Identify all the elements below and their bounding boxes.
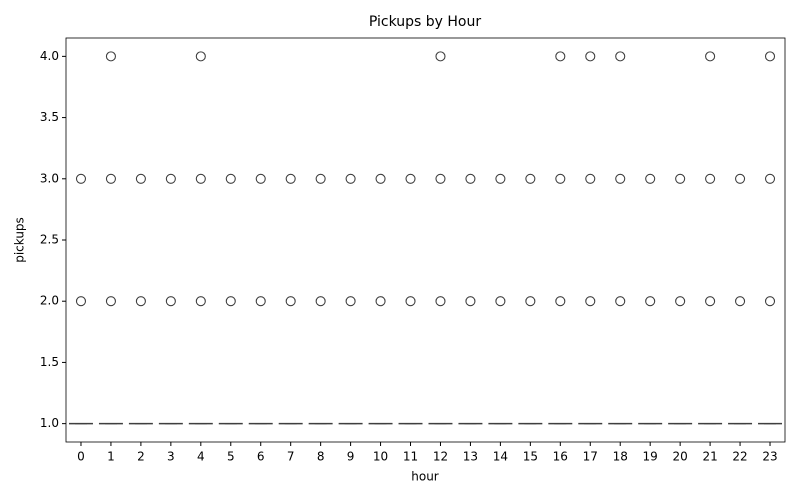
outlier <box>555 173 566 184</box>
x-tick-label: 3 <box>167 450 175 464</box>
x-tick-label: 7 <box>287 450 295 464</box>
outlier <box>705 173 716 184</box>
y-axis-label: pickups <box>13 217 27 263</box>
outlier <box>315 296 326 307</box>
outlier <box>345 173 356 184</box>
outlier <box>195 296 206 307</box>
x-tick-label: 23 <box>762 450 777 464</box>
outlier <box>195 51 206 62</box>
y-tick-label: 3.0 <box>40 171 59 185</box>
outlier <box>405 296 416 307</box>
outlier <box>495 296 506 307</box>
outlier <box>435 51 446 62</box>
outlier <box>615 51 626 62</box>
y-tick-label: 1.5 <box>40 355 59 369</box>
outlier <box>375 173 386 184</box>
outlier <box>345 296 356 307</box>
outlier <box>555 51 566 62</box>
outlier <box>75 296 87 307</box>
chart-title: Pickups by Hour <box>369 14 481 30</box>
outlier <box>255 173 266 184</box>
x-tick-label: 13 <box>463 450 478 464</box>
outlier <box>735 296 746 307</box>
outlier <box>705 296 716 307</box>
outlier <box>105 173 116 184</box>
outlier <box>105 296 116 307</box>
x-tick-label: 4 <box>197 450 205 464</box>
x-tick-label: 22 <box>732 450 747 464</box>
outlier <box>255 296 266 307</box>
x-tick-label: 19 <box>643 450 658 464</box>
outlier <box>615 296 626 307</box>
outlier <box>285 173 296 184</box>
outlier <box>585 296 596 307</box>
x-tick-label: 12 <box>433 450 448 464</box>
outlier <box>495 173 506 184</box>
x-tick-label: 5 <box>227 450 235 464</box>
outlier <box>705 51 716 62</box>
outlier <box>525 296 536 307</box>
x-tick-label: 9 <box>347 450 355 464</box>
x-tick-label: 16 <box>553 450 568 464</box>
x-tick-label: 20 <box>673 450 688 464</box>
outlier <box>465 173 476 184</box>
x-tick-label: 11 <box>403 450 418 464</box>
outlier <box>585 51 596 62</box>
x-tick-label: 8 <box>317 450 325 464</box>
outlier <box>764 296 776 307</box>
outlier <box>195 173 206 184</box>
outlier <box>675 296 686 307</box>
outlier <box>555 296 566 307</box>
x-tick-label: 15 <box>523 450 538 464</box>
outlier <box>645 173 656 184</box>
outlier <box>435 296 446 307</box>
outlier <box>165 173 176 184</box>
outlier <box>675 173 686 184</box>
y-tick-label: 2.5 <box>40 233 59 247</box>
outlier <box>75 173 87 184</box>
outlier <box>405 173 416 184</box>
y-tick-label: 3.5 <box>40 110 59 124</box>
outlier <box>645 296 656 307</box>
x-tick-label: 6 <box>257 450 265 464</box>
x-tick-label: 14 <box>493 450 508 464</box>
outlier <box>465 296 476 307</box>
x-tick-label: 10 <box>373 450 388 464</box>
x-tick-label: 2 <box>137 450 145 464</box>
outlier <box>764 173 776 184</box>
x-tick-label: 21 <box>702 450 717 464</box>
x-tick-label: 0 <box>77 450 85 464</box>
x-tick-label: 1 <box>107 450 115 464</box>
plot-frame <box>65 37 786 443</box>
outlier <box>225 296 236 307</box>
outlier <box>615 173 626 184</box>
outlier <box>165 296 176 307</box>
y-tick-label: 4.0 <box>40 49 59 63</box>
outlier <box>735 173 746 184</box>
outlier <box>435 173 446 184</box>
outlier <box>375 296 386 307</box>
outlier <box>525 173 536 184</box>
x-axis-label: hour <box>411 470 439 484</box>
outlier <box>225 173 236 184</box>
y-tick-label: 2.0 <box>40 294 59 308</box>
x-tick-label: 17 <box>583 450 598 464</box>
outlier <box>135 173 146 184</box>
outlier <box>315 173 326 184</box>
outlier <box>285 296 296 307</box>
outlier <box>764 51 776 62</box>
y-tick-label: 1.0 <box>40 416 59 430</box>
outlier <box>105 51 116 62</box>
outlier <box>585 173 596 184</box>
x-tick-label: 18 <box>613 450 628 464</box>
outlier <box>135 296 146 307</box>
